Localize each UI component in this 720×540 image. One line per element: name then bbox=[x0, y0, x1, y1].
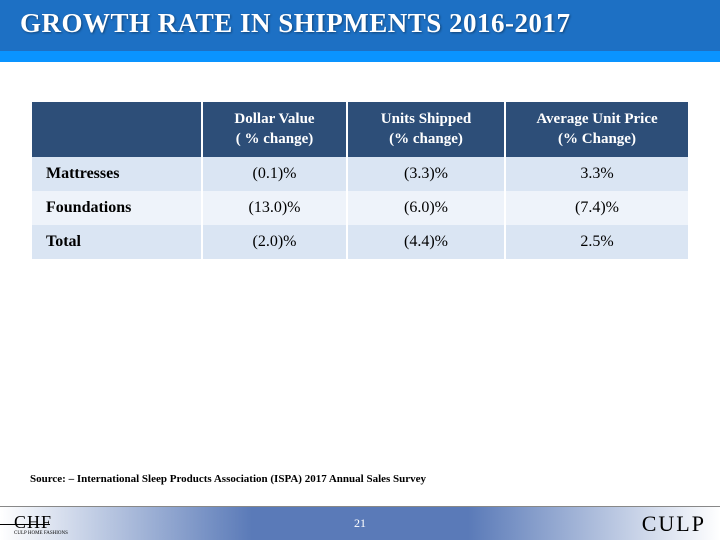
row-label: Total bbox=[32, 225, 201, 259]
col-blank bbox=[32, 102, 201, 157]
cell: 3.3% bbox=[506, 157, 688, 191]
source-text: Source: – International Sleep Products A… bbox=[30, 473, 426, 485]
table-row: Foundations (13.0)% (6.0)% (7.4)% bbox=[32, 191, 688, 225]
cell: (4.4)% bbox=[348, 225, 504, 259]
col-units: Units Shipped (% change) bbox=[348, 102, 504, 157]
table-row: Total (2.0)% (4.4)% 2.5% bbox=[32, 225, 688, 259]
cell: (13.0)% bbox=[203, 191, 346, 225]
cell: (2.0)% bbox=[203, 225, 346, 259]
table-header-row: Dollar Value ( % change) Units Shipped (… bbox=[32, 102, 688, 157]
content-area: Dollar Value ( % change) Units Shipped (… bbox=[0, 62, 720, 259]
page-number: 21 bbox=[354, 516, 366, 531]
row-label: Foundations bbox=[32, 191, 201, 225]
cell: (3.3)% bbox=[348, 157, 504, 191]
cell: 2.5% bbox=[506, 225, 688, 259]
page-title: GROWTH RATE IN SHIPMENTS 2016-2017 bbox=[20, 8, 700, 39]
logo-left: CHF CULP HOME FASHIONS bbox=[14, 512, 68, 536]
logo-right: CULP bbox=[642, 511, 706, 537]
header-band: GROWTH RATE IN SHIPMENTS 2016-2017 bbox=[0, 0, 720, 62]
cell: (0.1)% bbox=[203, 157, 346, 191]
cell: (6.0)% bbox=[348, 191, 504, 225]
footer-bar: CHF CULP HOME FASHIONS 21 CULP bbox=[0, 506, 720, 540]
shipments-table: Dollar Value ( % change) Units Shipped (… bbox=[30, 102, 690, 259]
table-row: Mattresses (0.1)% (3.3)% 3.3% bbox=[32, 157, 688, 191]
cell: (7.4)% bbox=[506, 191, 688, 225]
col-dollar: Dollar Value ( % change) bbox=[203, 102, 346, 157]
col-price: Average Unit Price (% Change) bbox=[506, 102, 688, 157]
row-label: Mattresses bbox=[32, 157, 201, 191]
